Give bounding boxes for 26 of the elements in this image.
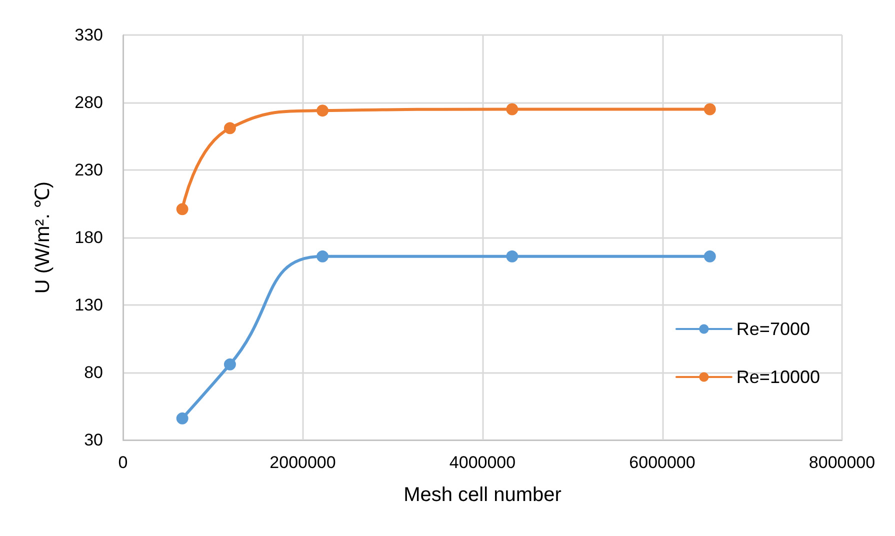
y-tick-label: 30 [84,430,103,450]
point [176,203,188,216]
y-tick-label: 330 [74,26,103,44]
point [704,103,716,116]
y-axis-title: U (W/m². ℃) [32,181,54,294]
x-tick-label: 2000000 [270,453,336,472]
point [704,250,716,262]
point [316,250,329,262]
point [224,122,236,134]
y-tick-label: 80 [84,363,103,382]
y-tick-label: 280 [74,93,103,112]
y-tick-label: 130 [74,296,103,314]
point [224,358,236,370]
point [176,412,188,424]
y-tick-label: 230 [74,160,103,180]
x-tick-label: 6000000 [629,453,696,472]
x-tick-label: 8000000 [808,453,876,472]
point [316,104,329,117]
y-tick-label: 180 [74,228,103,247]
point [506,250,518,262]
x-tick-label: 0 [118,453,128,472]
legend-label: Re=7000 [736,319,810,339]
x-axis-title: Mesh cell number [404,484,562,506]
point [506,103,518,116]
legend-label: Re=10000 [736,367,820,387]
x-tick-label: 4000000 [449,453,516,472]
